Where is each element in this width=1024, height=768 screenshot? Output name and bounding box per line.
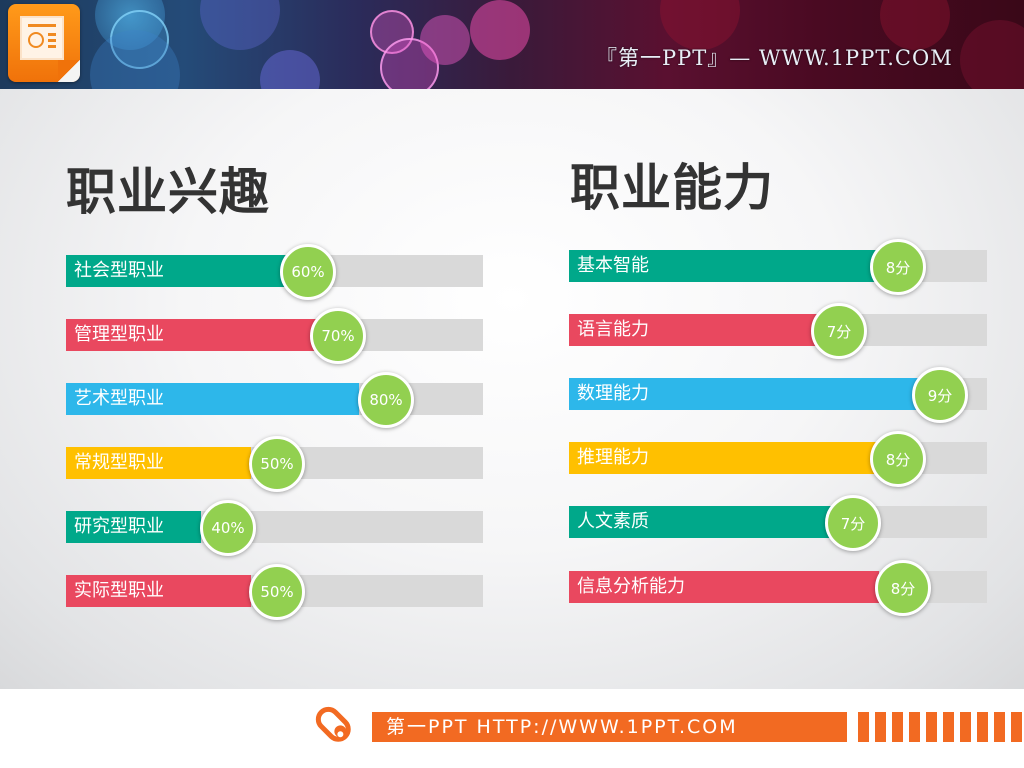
bar-label: 艺术型职业 xyxy=(74,388,164,409)
bar-row: 艺术型职业 80% xyxy=(66,372,483,428)
value-badge: 7分 xyxy=(825,495,881,551)
bar-label: 研究型职业 xyxy=(74,516,164,537)
bar-label: 管理型职业 xyxy=(74,324,164,345)
bar-row: 信息分析能力 8分 xyxy=(569,560,987,616)
bar-label: 社会型职业 xyxy=(74,260,164,281)
value-badge: 8分 xyxy=(875,560,931,616)
bar-fill xyxy=(569,571,879,603)
bar-fill xyxy=(66,511,201,543)
value-badge: 40% xyxy=(200,500,256,556)
bar-row: 人文素质 7分 xyxy=(569,495,987,551)
bar-fill xyxy=(66,447,251,479)
bar-fill xyxy=(569,314,819,346)
bar-label: 常规型职业 xyxy=(74,452,164,473)
bar-row: 推理能力 8分 xyxy=(569,431,987,487)
bar-row: 研究型职业 40% xyxy=(66,500,483,556)
bar-fill xyxy=(66,319,334,351)
bar-fill xyxy=(569,442,879,474)
bar-fill xyxy=(66,255,305,287)
bar-label: 语言能力 xyxy=(577,319,649,340)
bar-fill xyxy=(66,383,359,415)
value-badge: 80% xyxy=(358,372,414,428)
value-badge: 50% xyxy=(249,564,305,620)
bar-row: 实际型职业 50% xyxy=(66,564,483,620)
footer-stripes xyxy=(858,712,1022,742)
header-banner: 『第一PPT』— WWW.1PPT.COM xyxy=(0,0,1024,89)
bar-fill xyxy=(569,378,924,410)
value-badge: 8分 xyxy=(870,431,926,487)
bar-row: 语言能力 7分 xyxy=(569,303,987,359)
bar-row: 社会型职业 60% xyxy=(66,244,483,300)
value-badge: 7分 xyxy=(811,303,867,359)
value-badge: 8分 xyxy=(870,239,926,295)
footer-bar: 第一PPT HTTP://WWW.1PPT.COM xyxy=(372,712,847,742)
bar-label: 数理能力 xyxy=(577,383,649,404)
bar-row: 数理能力 9分 xyxy=(569,367,987,423)
bar-row: 基本智能 8分 xyxy=(569,239,987,295)
bar-fill xyxy=(66,575,251,607)
right-panel-title: 职业能力 xyxy=(570,159,774,217)
pencil-icon xyxy=(315,706,351,742)
powerpoint-icon xyxy=(8,4,80,82)
bar-label: 推理能力 xyxy=(577,447,649,468)
bar-row: 管理型职业 70% xyxy=(66,308,483,364)
value-badge: 60% xyxy=(280,244,336,300)
bar-label: 实际型职业 xyxy=(74,580,164,601)
value-badge: 9分 xyxy=(912,367,968,423)
banner-title: 『第一PPT』— WWW.1PPT.COM xyxy=(596,46,953,70)
value-badge: 50% xyxy=(249,436,305,492)
bar-label: 基本智能 xyxy=(577,255,649,276)
value-badge: 70% xyxy=(310,308,366,364)
bar-fill xyxy=(569,506,834,538)
bar-fill xyxy=(569,250,879,282)
bar-label: 人文素质 xyxy=(577,511,649,532)
bar-row: 常规型职业 50% xyxy=(66,436,483,492)
bar-label: 信息分析能力 xyxy=(577,576,685,597)
left-panel-title: 职业兴趣 xyxy=(66,163,270,221)
footer-link[interactable]: 第一PPT HTTP://WWW.1PPT.COM xyxy=(386,716,738,738)
